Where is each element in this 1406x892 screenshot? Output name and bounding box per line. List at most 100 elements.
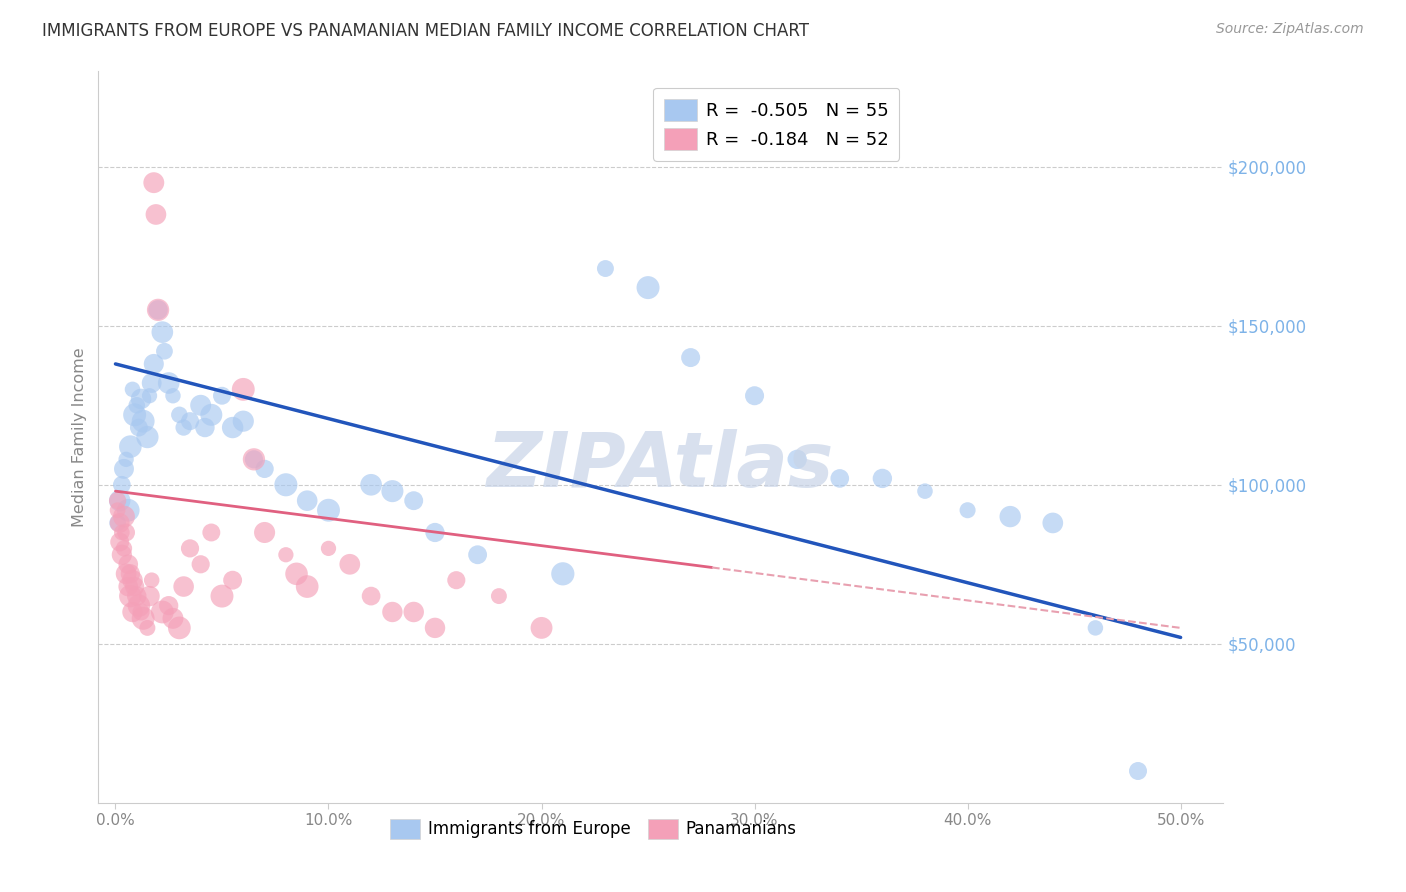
Point [828, 471, 851, 485]
Point [112, 462, 135, 476]
Point [112, 509, 135, 524]
Point [121, 605, 143, 619]
Point [136, 430, 159, 444]
Point [339, 558, 361, 572]
Point [157, 376, 180, 390]
Point [595, 261, 617, 276]
Point [121, 383, 143, 397]
Point [423, 621, 446, 635]
Point [128, 599, 150, 613]
Point [117, 580, 139, 594]
Point [179, 414, 201, 428]
Point [274, 477, 297, 491]
Point [956, 503, 979, 517]
Point [111, 525, 134, 540]
Point [318, 503, 340, 517]
Point [115, 452, 138, 467]
Text: IMMIGRANTS FROM EUROPE VS PANAMANIAN MEDIAN FAMILY INCOME CORRELATION CHART: IMMIGRANTS FROM EUROPE VS PANAMANIAN MED… [42, 22, 810, 40]
Point [786, 452, 808, 467]
Point [194, 420, 217, 434]
Point [169, 408, 191, 422]
Point [253, 525, 276, 540]
Point [295, 493, 318, 508]
Point [129, 605, 152, 619]
Point [173, 580, 195, 594]
Point [120, 589, 142, 603]
Point [200, 525, 222, 540]
Point [274, 548, 297, 562]
Point [124, 580, 146, 594]
Point [360, 589, 382, 603]
Point [107, 503, 129, 517]
Point [112, 541, 135, 556]
Point [162, 389, 184, 403]
Point [146, 302, 169, 317]
Point [150, 325, 173, 339]
Point [142, 176, 165, 190]
Point [551, 566, 574, 581]
Point [124, 408, 146, 422]
Point [162, 611, 184, 625]
Point [744, 389, 766, 403]
Point [295, 580, 318, 594]
Point [872, 471, 894, 485]
Point [190, 398, 212, 412]
Point [221, 420, 243, 434]
Point [211, 389, 233, 403]
Point [679, 351, 702, 365]
Point [998, 509, 1021, 524]
Point [253, 462, 276, 476]
Point [381, 605, 404, 619]
Point [232, 414, 254, 428]
Point [145, 207, 167, 221]
Legend: Immigrants from Europe, Panamanians: Immigrants from Europe, Panamanians [382, 812, 804, 846]
Point [157, 599, 180, 613]
Text: ZIPAtlas: ZIPAtlas [486, 429, 835, 503]
Point [125, 398, 148, 412]
Point [146, 302, 169, 317]
Point [1126, 764, 1149, 778]
Point [141, 376, 163, 390]
Point [117, 503, 139, 517]
Point [138, 589, 160, 603]
Point [129, 392, 152, 406]
Point [1042, 516, 1064, 530]
Text: Source: ZipAtlas.com: Source: ZipAtlas.com [1216, 22, 1364, 37]
Point [446, 573, 468, 587]
Point [153, 344, 176, 359]
Point [125, 589, 148, 603]
Point [190, 558, 212, 572]
Point [120, 566, 142, 581]
Point [318, 541, 340, 556]
Point [243, 452, 266, 467]
Point [243, 452, 266, 467]
Point [150, 605, 173, 619]
Point [381, 484, 404, 499]
Point [141, 573, 163, 587]
Point [914, 484, 936, 499]
Point [169, 621, 191, 635]
Point [132, 414, 155, 428]
Point [115, 566, 138, 581]
Point [173, 420, 195, 434]
Point [1084, 621, 1107, 635]
Point [138, 389, 160, 403]
Point [360, 477, 382, 491]
Point [179, 541, 201, 556]
Point [115, 525, 138, 540]
Point [530, 621, 553, 635]
Point [142, 357, 165, 371]
Point [637, 280, 659, 294]
Point [111, 477, 134, 491]
Point [221, 573, 243, 587]
Point [120, 440, 142, 454]
Point [232, 383, 254, 397]
Point [128, 420, 150, 434]
Point [136, 621, 159, 635]
Point [132, 611, 155, 625]
Point [285, 566, 308, 581]
Point [200, 408, 222, 422]
Point [402, 605, 425, 619]
Point [108, 535, 131, 549]
Point [423, 525, 446, 540]
